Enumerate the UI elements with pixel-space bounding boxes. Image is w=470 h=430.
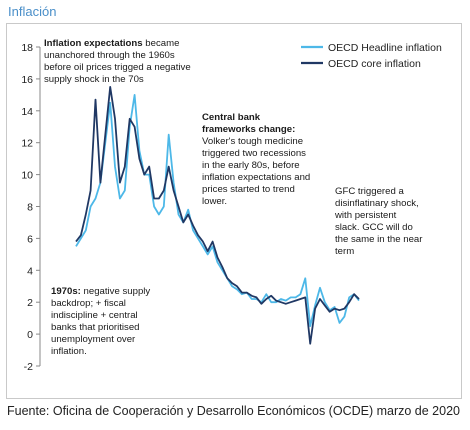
- legend-label-1: OECD core inflation: [328, 58, 421, 70]
- annotation-central-bank: Central bank frameworks change: Volker's…: [202, 112, 314, 208]
- legend: OECD Headline inflation OECD core inflati…: [301, 42, 442, 70]
- y-tick-label: 18: [21, 42, 33, 54]
- annotation-gfc-text: GFC triggered a disinflatinary shock, wi…: [335, 186, 423, 257]
- annotation-gfc: GFC triggered a disinflatinary shock, wi…: [335, 186, 423, 258]
- source-note: Fuente: Oficina de Cooperación y Desarro…: [7, 404, 460, 418]
- y-tick-label: 2: [27, 297, 33, 309]
- y-tick-label: 10: [21, 170, 33, 182]
- y-tick-label: 0: [27, 329, 33, 341]
- annotation-expectations-text: became unanchored through the 1960s befo…: [44, 38, 191, 85]
- chart-frame: [6, 23, 462, 399]
- y-tick-label: 4: [27, 265, 33, 277]
- series-line-0: [75, 94, 360, 327]
- annotation-central-bank-text: Volker's tough medicine triggered two re…: [202, 136, 311, 207]
- y-tick-label: 16: [21, 74, 33, 86]
- series-group: [75, 86, 360, 345]
- legend-label-0: OECD Headline inflation: [328, 42, 442, 54]
- series-line-1: [75, 86, 360, 345]
- annotation-central-bank-bold: Central bank frameworks change:: [202, 112, 296, 135]
- annotation-expectations: Inflation expectations became unanchored…: [44, 38, 194, 86]
- header-title: Inflación: [8, 4, 57, 19]
- annotation-1970s-bold: 1970s:: [51, 286, 81, 297]
- annotation-1970s-text: negative supply backdrop; + fiscal indis…: [51, 286, 151, 357]
- y-tick-label: -2: [24, 361, 33, 373]
- annotation-1970s: 1970s: negative supply backdrop; + fisca…: [51, 286, 153, 358]
- y-tick-label: 14: [21, 106, 33, 118]
- y-axis: -2 0 2 4 6 8 10 12 14 16 18: [21, 42, 41, 373]
- y-tick-label: 6: [27, 233, 33, 245]
- annotation-expectations-bold: Inflation expectations: [44, 38, 143, 49]
- y-tick-label: 8: [27, 202, 33, 214]
- y-tick-label: 12: [21, 138, 33, 150]
